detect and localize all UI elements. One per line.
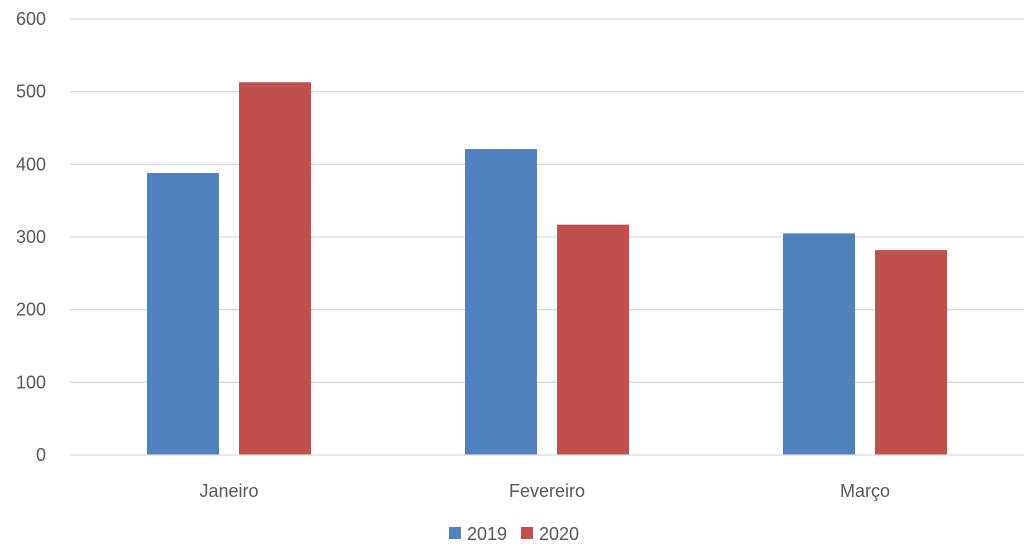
bars bbox=[147, 82, 947, 455]
gridlines bbox=[70, 18, 1024, 383]
y-tick-label: 500 bbox=[16, 82, 46, 102]
bar-2020-fevereiro bbox=[557, 224, 629, 455]
x-axis-category-labels: Janeiro Fevereiro Março bbox=[199, 481, 890, 501]
bar-2019-fevereiro bbox=[465, 149, 537, 455]
y-tick-label: 0 bbox=[36, 445, 46, 465]
legend-swatch-2020 bbox=[521, 527, 533, 539]
x-category-label: Fevereiro bbox=[509, 481, 585, 501]
y-tick-label: 200 bbox=[16, 300, 46, 320]
bar-2019-janeiro bbox=[147, 173, 219, 455]
legend-label-2020: 2020 bbox=[539, 524, 579, 544]
y-tick-label: 300 bbox=[16, 227, 46, 247]
y-tick-label: 400 bbox=[16, 154, 46, 174]
y-axis-tick-labels: 0 100 200 300 400 500 600 bbox=[16, 9, 46, 465]
legend: 2019 2020 bbox=[449, 524, 579, 544]
legend-swatch-2019 bbox=[449, 527, 461, 539]
legend-label-2019: 2019 bbox=[467, 524, 507, 544]
bar-2020-janeiro bbox=[239, 82, 311, 455]
x-category-label: Março bbox=[840, 481, 890, 501]
bar-2019-março bbox=[783, 233, 855, 455]
bar-2020-março bbox=[875, 250, 947, 455]
y-tick-label: 600 bbox=[16, 9, 46, 29]
x-category-label: Janeiro bbox=[199, 481, 258, 501]
y-tick-label: 100 bbox=[16, 372, 46, 392]
